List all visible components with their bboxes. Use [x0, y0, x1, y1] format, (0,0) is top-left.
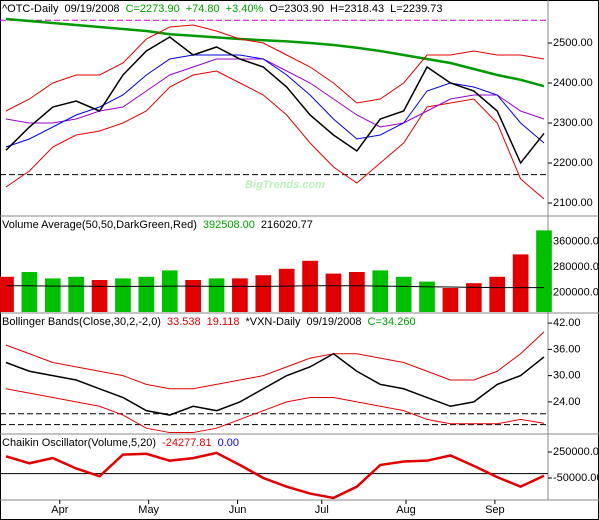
y-tick-label: 30.00	[553, 370, 581, 382]
header-text: +3.40%	[226, 3, 264, 15]
header-text: 216020.77	[261, 219, 313, 231]
header-text: 33.538	[167, 316, 201, 328]
watermark: BigTrends.com	[245, 179, 325, 191]
header-text: C=34.260	[368, 316, 416, 328]
volume-bar	[185, 280, 201, 312]
header-text: L=2239.73	[390, 3, 442, 15]
series-line	[6, 285, 545, 289]
y-tick-label: 36.00	[553, 343, 581, 355]
volume-bar	[138, 276, 155, 312]
header-text: C=2273.90	[126, 3, 180, 15]
volume-bar	[115, 278, 131, 312]
volume-bar	[278, 268, 295, 312]
header-text: 19.118	[207, 316, 240, 328]
header-text: 0.00	[218, 437, 239, 449]
volume-bar	[489, 276, 506, 312]
header-text: 392508.00	[203, 219, 255, 231]
volume-bar	[302, 260, 318, 312]
series-line	[5, 451, 545, 500]
volume-bar	[232, 278, 248, 312]
header-text: H=2318.43	[330, 3, 384, 15]
volume-bar	[536, 230, 552, 312]
y-tick-label: 2500.00	[553, 37, 593, 49]
header-text: Bollinger Bands(Close,30,2,-2,0)	[2, 316, 161, 328]
y-tick-label: 2200.00	[553, 157, 593, 169]
panel-header: Chaikin Oscillator(Volume,5,20) -24277.81…	[2, 437, 239, 449]
series-line	[5, 331, 545, 390]
y-tick-label: 250000.00	[553, 446, 599, 458]
series-line	[5, 17, 545, 88]
volume-bar	[419, 281, 435, 312]
volume-bar	[21, 272, 38, 312]
volume-bar	[208, 278, 225, 312]
series-line	[5, 70, 545, 200]
header-text: Chaikin Oscillator(Volume,5,20)	[2, 437, 156, 449]
volume-bar	[325, 273, 342, 312]
y-tick-label: 24.00	[553, 396, 581, 408]
volume-bar	[0, 276, 14, 312]
series-line	[5, 352, 545, 416]
y-tick-label: 360000.00	[553, 236, 599, 248]
volume-bar	[512, 254, 529, 312]
x-tick-label: Jul	[315, 504, 329, 516]
y-tick-label: 200000.00	[553, 287, 599, 299]
volume-bar	[161, 270, 178, 312]
header-text: Volume Average(50,50,DarkGreen,Red)	[2, 219, 197, 231]
volume-bar	[68, 276, 85, 312]
header-text: 09/19/2008	[65, 3, 120, 15]
header-text: -24277.81	[162, 437, 212, 449]
panel-header: Bollinger Bands(Close,30,2,-2,0) 33.538 19…	[2, 316, 416, 328]
x-tick-label: Jun	[229, 504, 247, 516]
header-text: 09/19/2008	[306, 316, 361, 328]
header-text: +74.80	[186, 3, 220, 15]
series-line	[5, 24, 545, 112]
x-tick-label: May	[138, 504, 159, 516]
y-tick-label: 2100.00	[553, 197, 593, 209]
header-text: ^OTC-Daily	[2, 3, 59, 15]
volume-bar	[395, 276, 412, 312]
volume-bar	[465, 283, 482, 312]
x-tick-label: Sep	[485, 504, 505, 516]
volume-bar	[91, 280, 108, 312]
series-line	[5, 388, 545, 434]
volume-bar	[442, 288, 459, 312]
series-line	[5, 58, 545, 128]
y-tick-label: 2400.00	[553, 77, 593, 89]
volume-bar	[349, 272, 365, 312]
x-tick-label: Apr	[51, 504, 68, 516]
header-text: O=2303.90	[269, 3, 324, 15]
y-tick-label: 2300.00	[553, 117, 593, 129]
panel-header: ^OTC-Daily 09/19/2008 C=2273.90 +74.80 +3.40…	[2, 3, 442, 15]
y-tick-label: 42.00	[553, 317, 581, 329]
y-tick-label: -50000.00	[553, 472, 599, 484]
series-line	[5, 36, 545, 165]
volume-bar	[255, 275, 272, 312]
panel-header: Volume Average(50,50,DarkGreen,Red) 39250…	[2, 219, 313, 231]
volume-bar	[372, 270, 389, 312]
volume-bar	[44, 278, 61, 312]
y-tick-label: 280000.00	[553, 261, 599, 273]
header-text: *VXN-Daily	[245, 316, 301, 328]
x-tick-label: Aug	[396, 504, 416, 516]
